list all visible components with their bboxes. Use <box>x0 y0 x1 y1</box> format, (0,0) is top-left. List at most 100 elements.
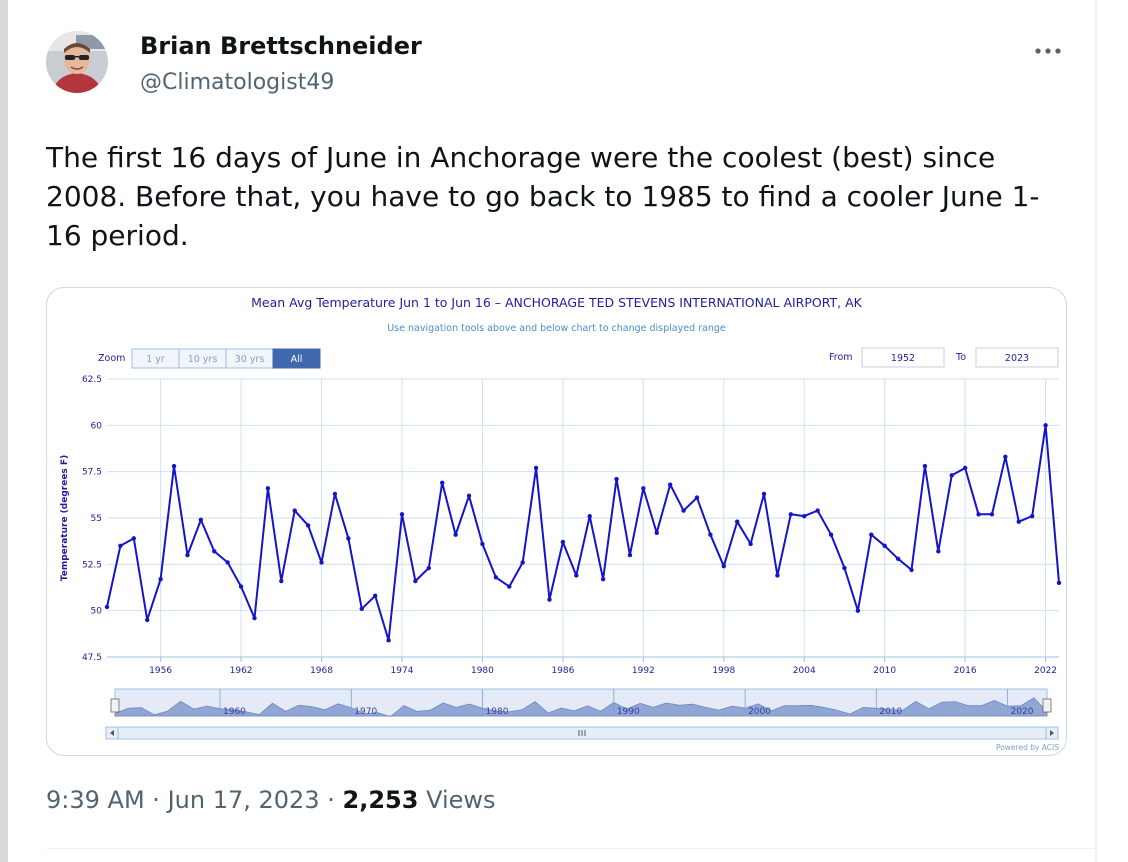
range-to-input[interactable] <box>975 347 1059 368</box>
data-point-2012 <box>909 567 914 573</box>
data-point-1996 <box>694 495 700 500</box>
x-tick-label-6: 1992 <box>632 666 655 676</box>
navigator-tick-label-2: 1980 <box>486 707 509 717</box>
x-tick-label-1: 1962 <box>230 666 253 676</box>
views-count: 2,253 <box>342 786 419 814</box>
zoom-button-3[interactable]: All <box>272 348 321 369</box>
data-point-1994 <box>667 482 673 487</box>
data-point-1969 <box>332 491 338 497</box>
data-point-1977 <box>440 480 445 485</box>
data-point-1985 <box>547 597 552 602</box>
data-point-1987 <box>574 573 579 578</box>
data-point-2023 <box>1056 580 1062 586</box>
svg-text:30 yrs: 30 yrs <box>235 354 265 365</box>
navigator-tick-label-4: 2000 <box>748 707 771 717</box>
left-divider <box>0 0 8 862</box>
data-point-1957 <box>171 463 177 469</box>
data-point-1953 <box>118 543 123 548</box>
svg-text:All: All <box>291 354 303 365</box>
bottom-divider <box>46 848 1096 849</box>
tweet-meta: 9:39 AM · Jun 17, 2023 · 2,253 Views <box>46 786 496 814</box>
data-point-1992 <box>641 486 646 491</box>
data-point-2017 <box>976 512 981 517</box>
more-options-button[interactable] <box>1028 32 1068 62</box>
data-point-1959 <box>198 517 204 523</box>
tweet-date[interactable]: Jun 17, 2023 <box>167 786 320 814</box>
navigator-tick-label-1: 1970 <box>354 707 377 717</box>
y-tick-label-3: 55 <box>91 514 102 524</box>
data-point-2016 <box>962 465 968 471</box>
data-point-1973 <box>386 638 391 643</box>
data-point-1980 <box>480 541 485 547</box>
data-point-1966 <box>292 508 297 513</box>
y-tick-label-5: 50 <box>91 607 103 617</box>
x-tick-label-3: 1974 <box>391 666 414 676</box>
data-point-1967 <box>305 523 311 528</box>
data-point-2019 <box>1003 454 1008 460</box>
range-to-label: To <box>955 352 966 363</box>
data-point-1984 <box>533 465 539 471</box>
display-name[interactable]: Brian Brettschneider <box>140 32 422 60</box>
x-tick-label-8: 2004 <box>793 666 816 676</box>
chart-image-card[interactable]: Mean Avg Temperature Jun 1 to Jun 16 – A… <box>46 287 1067 756</box>
data-point-1986 <box>560 539 566 545</box>
chart-credit: Powered by ACIS <box>996 743 1059 752</box>
data-point-2018 <box>989 512 995 517</box>
y-axis-label: Temperature (degrees F) <box>60 455 70 581</box>
data-point-1956 <box>158 576 163 582</box>
chart-subtitle: Use navigation tools above and below cha… <box>387 323 726 334</box>
data-point-1962 <box>238 584 244 589</box>
meta-separator-2: · <box>327 786 335 814</box>
range-from-input[interactable] <box>861 347 945 368</box>
data-point-2015 <box>949 473 954 478</box>
data-point-1960 <box>212 549 217 554</box>
data-point-2002 <box>775 573 780 578</box>
data-point-1995 <box>681 508 686 513</box>
user-handle[interactable]: @Climatologist49 <box>140 70 335 95</box>
x-tick-label-7: 1998 <box>712 666 735 676</box>
zoom-button-1[interactable]: 10 yrs <box>178 348 227 369</box>
data-point-1993 <box>654 530 659 536</box>
ellipsis-icon <box>1035 48 1061 54</box>
data-point-1954 <box>131 536 137 541</box>
svg-text:1 yr: 1 yr <box>146 354 165 365</box>
tweet-time[interactable]: 9:39 AM <box>46 786 145 814</box>
data-point-2011 <box>895 556 901 561</box>
data-point-2020 <box>1016 519 1021 524</box>
zoom-button-0[interactable]: 1 yr <box>131 348 180 369</box>
x-tick-label-11: 2022 <box>1034 666 1057 676</box>
data-point-1976 <box>426 565 432 571</box>
data-point-1968 <box>319 560 324 565</box>
data-point-2004 <box>802 513 807 519</box>
x-tick-label-4: 1980 <box>471 666 494 676</box>
navigator-left-handle[interactable] <box>110 698 120 713</box>
series-line <box>106 424 1060 642</box>
zoom-button-2[interactable]: 30 yrs <box>225 348 274 369</box>
data-point-1988 <box>587 513 592 519</box>
data-point-1955 <box>145 617 150 623</box>
avatar[interactable] <box>46 31 108 93</box>
meta-separator: · <box>152 786 160 814</box>
navigator-area <box>114 697 1048 718</box>
temperature-chart: Mean Avg Temperature Jun 1 to Jun 16 – A… <box>60 295 1062 752</box>
x-tick-label-5: 1986 <box>551 666 574 676</box>
data-point-1979 <box>466 493 472 498</box>
y-tick-label-0: 62.5 <box>82 375 102 385</box>
data-point-1971 <box>359 606 364 612</box>
data-point-1990 <box>614 476 619 482</box>
navigator-tick-label-0: 1960 <box>223 707 246 717</box>
y-tick-label-1: 60 <box>91 421 103 431</box>
data-point-2010 <box>882 543 887 548</box>
data-point-1958 <box>185 552 190 558</box>
data-point-1978 <box>453 532 458 537</box>
data-point-1982 <box>507 584 512 589</box>
navigator-right-handle[interactable] <box>1042 698 1052 713</box>
data-point-1963 <box>252 615 257 621</box>
data-point-1970 <box>346 536 351 541</box>
data-point-1998 <box>721 563 726 569</box>
data-point-2000 <box>748 541 753 547</box>
scroll-right-arrow-icon <box>1050 730 1054 736</box>
scroll-left-arrow-icon <box>110 730 114 736</box>
tweet-text: The first 16 days of June in Anchorage w… <box>46 141 1040 252</box>
right-divider <box>1095 0 1097 862</box>
